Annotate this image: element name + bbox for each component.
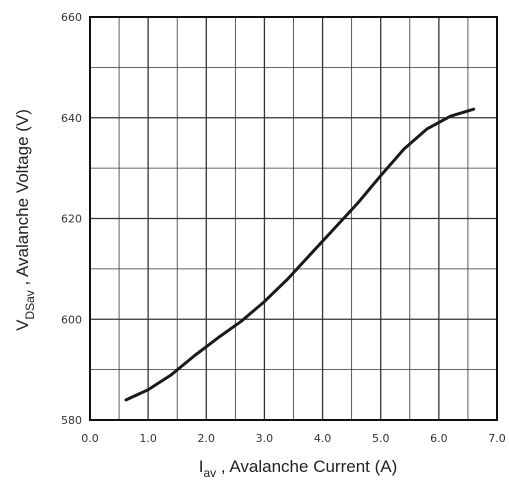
y-tick-label: 660 (61, 11, 82, 24)
y-tick-label: 600 (61, 313, 82, 326)
x-axis-label-sub: av (203, 466, 216, 480)
x-axis-label-main: I (199, 457, 204, 476)
x-tick-label: 3.0 (256, 432, 274, 445)
y-axis-label: VDSav , Avalanche Voltage (V) (13, 109, 37, 331)
x-axis-label: Iav , Avalanche Current (A) (199, 457, 398, 480)
y-tick-label: 640 (61, 112, 82, 125)
x-tick-label: 7.0 (488, 432, 506, 445)
series-line (124, 107, 476, 402)
x-tick-label: 1.0 (139, 432, 157, 445)
y-tick-label: 620 (61, 213, 82, 226)
x-tick-label: 0.0 (81, 432, 99, 445)
plot-frame (89, 16, 498, 421)
x-tick-label: 6.0 (430, 432, 448, 445)
x-axis-label-rest: , Avalanche Current (A) (216, 457, 397, 476)
y-tick-label: 580 (61, 414, 82, 427)
grid-lines (89, 16, 498, 421)
y-axis-label-sub: DSav (23, 290, 37, 319)
y-axis-label-rest: , Avalanche Voltage (V) (13, 109, 32, 290)
y-tick-labels: 580 600 620 640 660 (61, 11, 82, 427)
x-tick-label: 5.0 (372, 432, 390, 445)
x-tick-label: 2.0 (198, 432, 216, 445)
x-tick-label: 4.0 (314, 432, 332, 445)
x-tick-labels: 0.0 1.0 2.0 3.0 4.0 5.0 6.0 7.0 (81, 432, 506, 445)
y-axis-label-main: V (13, 319, 32, 331)
